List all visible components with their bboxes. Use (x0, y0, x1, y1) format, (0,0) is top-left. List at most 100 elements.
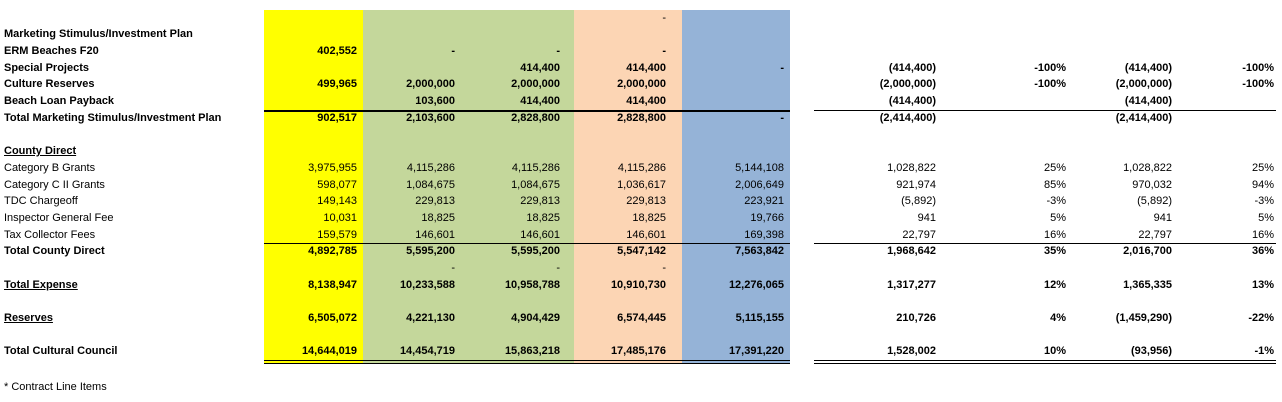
cell-total_cc-col3: 15,863,218 (504, 345, 560, 357)
cell-taxc-col7: 16% (1043, 229, 1066, 241)
cell-total_exp-col1: 8,138,947 (308, 279, 357, 291)
cell-special-col5: - (780, 62, 784, 74)
cell-beach-col8: (414,400) (1124, 95, 1172, 107)
row-label-mkt_title: Marketing Stimulus/Investment Plan (4, 28, 193, 40)
cell-total_cc-col2: 14,454,719 (399, 345, 455, 357)
footnote: * Contract Line Items (4, 381, 107, 393)
cell-catb-col7: 25% (1043, 162, 1066, 174)
cell-tdc-col7: -3% (1046, 195, 1066, 207)
cell-catb-col5: 5,144,108 (735, 162, 784, 174)
cell-total_county-col5: 7,563,842 (735, 245, 784, 257)
cell-catb-col4: 4,115,286 (617, 162, 666, 174)
cell-total_mkt-col2: 2,103,600 (406, 112, 455, 124)
cell-reserves-col1: 6,505,072 (308, 312, 357, 324)
cell-tdc-col4: 229,813 (626, 195, 666, 207)
cell-special-col9: -100% (1242, 62, 1274, 74)
row-label-insp: Inspector General Fee (4, 212, 114, 224)
cell-catc-col9: 94% (1251, 179, 1274, 191)
cell-total_mkt-col1: 902,517 (317, 112, 357, 124)
row-label-catb: Category B Grants (4, 162, 96, 174)
stray-dash: - (662, 262, 666, 274)
cell-taxc-col1: 159,579 (317, 229, 357, 241)
row-label-special: Special Projects (4, 62, 89, 74)
cell-catc-col2: 1,084,675 (406, 179, 455, 191)
cell-total_cc-col7: 10% (1043, 345, 1066, 357)
cell-special-col3: 414,400 (520, 62, 560, 74)
cell-special-col4: 414,400 (626, 62, 666, 74)
cell-beach-col2: 103,600 (415, 95, 455, 107)
row-label-total_county: Total County Direct (4, 245, 105, 257)
row-label-total_cc: Total Cultural Council (4, 345, 118, 357)
rule-line (814, 110, 1276, 111)
cell-culture-col3: 2,000,000 (511, 78, 560, 90)
cell-catc-col4: 1,036,617 (617, 179, 666, 191)
cell-catb-col2: 4,115,286 (406, 162, 455, 174)
cell-tdc-col1: 149,143 (317, 195, 357, 207)
cell-insp-col1: 10,031 (323, 212, 357, 224)
cell-beach-col6: (414,400) (888, 95, 936, 107)
cell-catb-col8: 1,028,822 (1123, 162, 1172, 174)
cell-total_mkt-col6: (2,414,400) (879, 112, 936, 124)
rule-line (264, 243, 790, 244)
cell-catb-col9: 25% (1251, 162, 1274, 174)
cell-taxc-col6: 22,797 (902, 229, 936, 241)
cell-total_exp-col3: 10,958,788 (504, 279, 560, 291)
cell-catc-col5: 2,006,649 (735, 179, 784, 191)
cell-taxc-col9: 16% (1251, 229, 1274, 241)
row-label-taxc: Tax Collector Fees (4, 229, 96, 241)
cell-insp-col7: 5% (1050, 212, 1066, 224)
cell-total_cc-col1: 14,644,019 (301, 345, 357, 357)
cell-reserves-col9: -22% (1248, 312, 1274, 324)
cell-total_county-col1: 4,892,785 (308, 245, 357, 257)
cell-catb-col1: 3,975,955 (308, 162, 357, 174)
stray-dash: - (556, 262, 560, 274)
cell-total_mkt-col4: 2,828,800 (617, 112, 666, 124)
cell-total_cc-col6: 1,528,002 (887, 345, 936, 357)
cell-reserves-col5: 5,115,155 (735, 312, 784, 324)
cell-reserves-col8: (1,459,290) (1115, 312, 1172, 324)
cell-catc-col1: 598,077 (317, 179, 357, 191)
stray-dash: - (451, 262, 455, 274)
rule-line (264, 110, 790, 112)
cell-catc-col8: 970,032 (1132, 179, 1172, 191)
cell-beach-col3: 414,400 (520, 95, 560, 107)
cell-total_exp-col6: 1,317,277 (887, 279, 936, 291)
cell-catc-col7: 85% (1043, 179, 1066, 191)
cell-special-col7: -100% (1034, 62, 1066, 74)
cell-culture-col8: (2,000,000) (1115, 78, 1172, 90)
cell-tdc-col3: 229,813 (520, 195, 560, 207)
cell-total_exp-col4: 10,910,730 (610, 279, 666, 291)
cell-reserves-col4: 6,574,445 (617, 312, 666, 324)
rule-line (814, 243, 1276, 244)
cell-tdc-col8: (5,892) (1137, 195, 1172, 207)
column-band-yellow (264, 10, 363, 363)
row-label-catc: Category C II Grants (4, 179, 105, 191)
cell-reserves-col3: 4,904,429 (511, 312, 560, 324)
row-label-erm: ERM Beaches F20 (4, 45, 99, 57)
cell-total_cc-col5: 17,391,220 (728, 345, 784, 357)
cell-insp-col8: 941 (1153, 212, 1172, 224)
cell-total_mkt-col8: (2,414,400) (1115, 112, 1172, 124)
cell-total_cc-col8: (93,956) (1131, 345, 1172, 357)
cell-erm-col4: - (662, 45, 666, 57)
cell-taxc-col2: 146,601 (415, 229, 455, 241)
cell-culture-col7: -100% (1034, 78, 1066, 90)
cell-erm-col1: 402,552 (317, 45, 357, 57)
cell-insp-col5: 19,766 (750, 212, 784, 224)
cell-total_mkt-col3: 2,828,800 (511, 112, 560, 124)
cell-total_exp-col7: 12% (1043, 279, 1066, 291)
cell-erm-col2: - (451, 45, 455, 57)
cell-total_cc-col9: -1% (1254, 345, 1274, 357)
column-band-peach (574, 10, 682, 363)
cell-total_county-col8: 2,016,700 (1123, 245, 1172, 257)
cell-insp-col3: 18,825 (526, 212, 560, 224)
cell-tdc-col6: (5,892) (901, 195, 936, 207)
row-label-county_title: County Direct (4, 145, 77, 157)
double-rule-line (264, 360, 790, 364)
cell-total_county-col4: 5,547,142 (617, 245, 666, 257)
cell-total_county-col3: 5,595,200 (511, 245, 560, 257)
cell-total_exp-col2: 10,233,588 (399, 279, 455, 291)
cell-total_county-col9: 36% (1251, 245, 1274, 257)
cell-insp-col9: 5% (1258, 212, 1274, 224)
row-label-total_mkt: Total Marketing Stimulus/Investment Plan (4, 112, 222, 124)
